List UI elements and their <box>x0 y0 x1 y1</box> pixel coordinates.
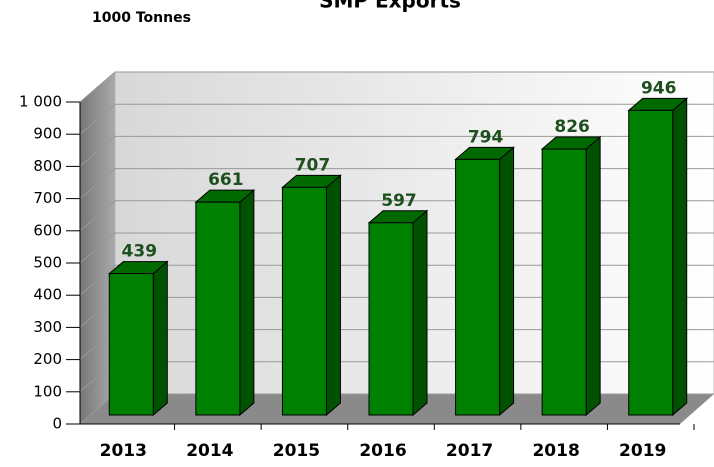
value-label: 794 <box>468 127 504 147</box>
y-tick-label: 700 <box>33 189 62 207</box>
x-tick-label: 2017 <box>446 441 493 461</box>
x-tick-label: 2013 <box>100 441 147 461</box>
y-tick-label: 100 <box>33 382 62 400</box>
chart-title: SMP Exports <box>319 0 461 13</box>
y-tick-label: 1 000 <box>19 93 62 111</box>
y-tick-label: 200 <box>33 350 62 368</box>
grid-line <box>79 71 714 103</box>
y-tick-label: 0 <box>52 415 62 433</box>
grid-line <box>79 200 714 232</box>
x-tick-label: 2014 <box>186 441 233 461</box>
bar <box>281 186 327 416</box>
value-label: 439 <box>122 242 158 262</box>
y-tick-label: 600 <box>33 221 62 239</box>
bar <box>368 222 414 416</box>
y-tick-label: 900 <box>33 125 62 143</box>
y-tick-label: 800 <box>33 157 62 175</box>
value-label: 946 <box>641 78 677 98</box>
y-tick-label: 500 <box>33 254 62 272</box>
bar <box>541 148 587 416</box>
grid-line <box>79 264 714 296</box>
grid-line <box>79 232 714 264</box>
grid-line <box>79 168 714 199</box>
bar <box>628 109 674 416</box>
bar <box>108 273 154 416</box>
value-label: 826 <box>554 117 590 137</box>
bar-side <box>239 189 255 417</box>
grid-line <box>79 103 714 135</box>
y-tick-label: 400 <box>33 286 62 304</box>
bar <box>195 201 241 416</box>
grid-line <box>79 135 714 167</box>
value-label: 661 <box>208 170 244 190</box>
bar <box>455 158 501 416</box>
x-tick-label: 2015 <box>273 441 320 461</box>
bar-side <box>325 174 341 417</box>
bar-side <box>499 146 515 417</box>
bar-side <box>412 209 428 417</box>
x-tick-label: 2016 <box>359 441 406 461</box>
value-label: 597 <box>381 191 417 211</box>
bar-side <box>152 260 168 417</box>
y-tick-label: 300 <box>33 318 62 336</box>
x-tick-label: 2019 <box>619 441 666 461</box>
value-label: 707 <box>295 155 331 175</box>
x-tick-label: 2018 <box>532 441 579 461</box>
axis-label: 1000 Tonnes <box>92 10 191 26</box>
bar-side <box>672 97 688 417</box>
bar-side <box>585 135 601 417</box>
